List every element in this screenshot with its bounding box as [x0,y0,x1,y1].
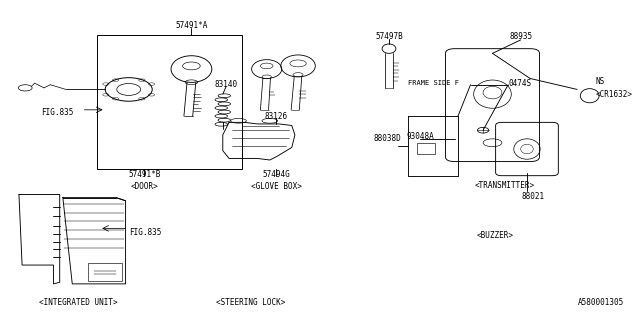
Text: 88038D: 88038D [374,133,401,142]
Text: 57491*A: 57491*A [175,21,207,30]
Text: A580001305: A580001305 [578,298,624,308]
Text: FIG.835: FIG.835 [41,108,73,117]
Text: 83126: 83126 [264,112,287,121]
Bar [97,35,242,169]
Text: <BUZZER>: <BUZZER> [477,231,514,240]
Text: 57497B: 57497B [375,32,403,41]
Text: NS: NS [596,77,605,86]
Text: 57491*B: 57491*B [128,170,161,179]
Text: <CR1632>: <CR1632> [596,90,633,99]
Text: 57494G: 57494G [262,170,290,179]
Text: <INTEGRATED UNIT>: <INTEGRATED UNIT> [39,298,118,307]
Text: 0474S: 0474S [508,79,531,88]
Bar [417,143,435,154]
Text: 88935: 88935 [509,32,532,41]
Text: <TRANSMITTER>: <TRANSMITTER> [475,180,535,189]
Text: <DOOR>: <DOOR> [131,182,158,191]
Text: 88021: 88021 [522,192,545,201]
Text: <GLOVE BOX>: <GLOVE BOX> [251,182,301,191]
Text: 83140: 83140 [214,80,237,89]
Text: FIG.835: FIG.835 [129,228,161,236]
Text: <STEERING LOCK>: <STEERING LOCK> [216,298,285,307]
Text: FRAME SIDE F: FRAME SIDE F [408,80,459,86]
Text: 93048A: 93048A [406,132,434,141]
Bar [88,263,122,281]
